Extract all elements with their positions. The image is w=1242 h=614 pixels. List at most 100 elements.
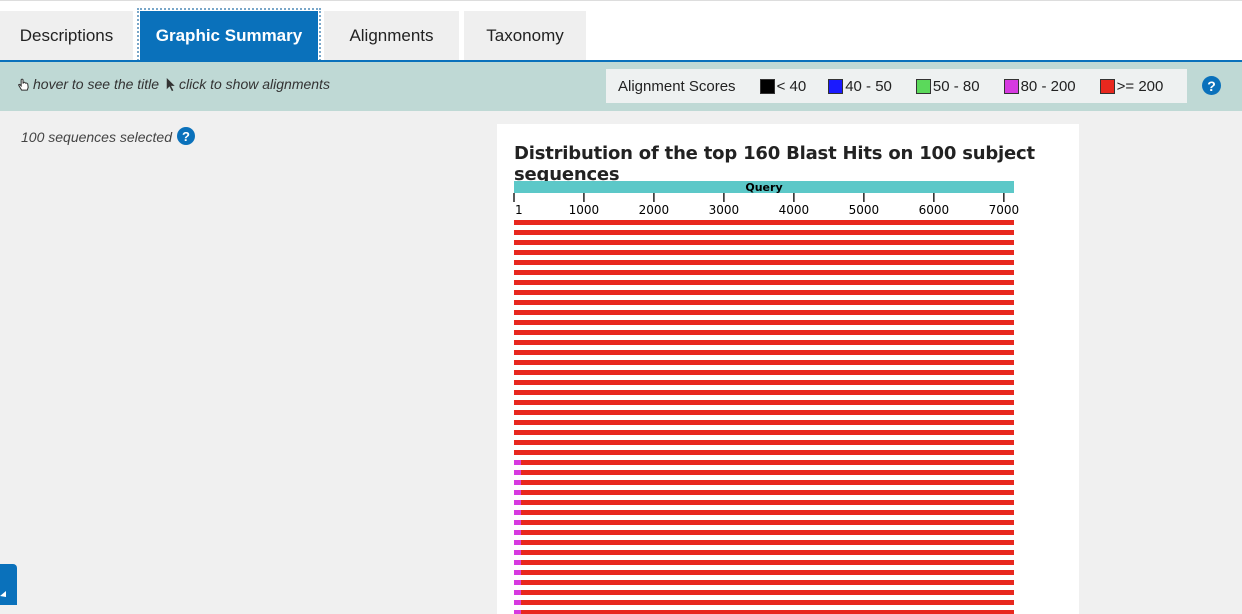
hit-segment[interactable] xyxy=(514,410,1014,415)
query-axis: 1 1000 2000 3000 4000 5000 6000 7000 xyxy=(513,193,1020,217)
hit-segment[interactable] xyxy=(514,330,1014,335)
hit-segment[interactable] xyxy=(514,390,1014,395)
hit-segment[interactable] xyxy=(514,600,521,605)
hit-segment[interactable] xyxy=(514,290,1014,295)
legend-item-label: 80 - 200 xyxy=(1020,77,1076,95)
hit-segment[interactable] xyxy=(520,560,1014,565)
hit-segment[interactable] xyxy=(520,520,1014,525)
hit-segment[interactable] xyxy=(514,280,1014,285)
hit-rows xyxy=(514,220,1014,614)
query-label: Query xyxy=(745,181,782,194)
tab-alignments[interactable]: Alignments xyxy=(324,11,459,61)
sequences-selected-label: 100 sequences selected xyxy=(21,129,172,145)
hit-segment[interactable] xyxy=(514,240,1014,245)
selection-help-icon[interactable]: ? xyxy=(177,127,195,145)
tab-graphic-summary[interactable]: Graphic Summary xyxy=(137,8,321,64)
help-icon[interactable]: ? xyxy=(1202,76,1221,95)
legend-item-label: 50 - 80 xyxy=(932,77,980,95)
hit-segment[interactable] xyxy=(514,400,1014,405)
query-bar xyxy=(514,181,1014,193)
hit-segment[interactable] xyxy=(514,220,1014,225)
hit-segment[interactable] xyxy=(514,230,1014,235)
hit-segment[interactable] xyxy=(514,430,1014,435)
hit-segment[interactable] xyxy=(520,600,1014,605)
axis-tick-label: 6000 xyxy=(919,203,950,217)
hit-segment[interactable] xyxy=(514,470,521,475)
axis-tick-label: 1000 xyxy=(569,203,600,217)
hit-segment[interactable] xyxy=(514,480,521,485)
hit-segment[interactable] xyxy=(514,340,1014,345)
hit-segment[interactable] xyxy=(514,550,521,555)
hit-segment[interactable] xyxy=(514,570,521,575)
legend-item-50-80: 50 - 80 xyxy=(915,77,980,95)
hit-segment[interactable] xyxy=(514,540,521,545)
hit-segment[interactable] xyxy=(514,560,521,565)
result-tabs: Descriptions Graphic Summary Alignments … xyxy=(0,8,591,64)
hit-segment[interactable] xyxy=(514,490,521,495)
hit-segment[interactable] xyxy=(514,500,521,505)
hit-segment[interactable] xyxy=(520,460,1014,465)
hit-segment[interactable] xyxy=(514,530,521,535)
hit-segment[interactable] xyxy=(520,610,1014,614)
click-hint: click to show alignments xyxy=(164,76,330,92)
legend-item-label: 40 - 50 xyxy=(845,77,892,95)
hit-segment[interactable] xyxy=(520,470,1014,475)
hit-segment[interactable] xyxy=(514,370,1014,375)
hit-segment[interactable] xyxy=(514,440,1014,445)
hit-segment[interactable] xyxy=(514,360,1014,365)
hit-segment[interactable] xyxy=(514,350,1014,355)
hit-segment[interactable] xyxy=(514,310,1014,315)
legend-item-gte200: >= 200 xyxy=(1099,77,1164,95)
hit-segment[interactable] xyxy=(514,270,1014,275)
tab-taxonomy[interactable]: Taxonomy xyxy=(464,11,586,61)
axis-tick-label: 5000 xyxy=(849,203,880,217)
hit-segment[interactable] xyxy=(514,450,1014,455)
hit-segment[interactable] xyxy=(514,520,521,525)
click-hint-text: click to show alignments xyxy=(179,76,330,92)
hit-segment[interactable] xyxy=(520,540,1014,545)
hit-segment[interactable] xyxy=(520,530,1014,535)
hit-segment[interactable] xyxy=(514,260,1014,265)
graphic-summary-panel: Distribution of the top 160 Blast Hits o… xyxy=(497,124,1079,614)
chart-title: Distribution of the top 160 Blast Hits o… xyxy=(514,143,1035,185)
hit-segment[interactable] xyxy=(520,490,1014,495)
hit-segment[interactable] xyxy=(520,550,1014,555)
legend-swatch xyxy=(759,78,775,94)
top-bar: Descriptions Graphic Summary Alignments … xyxy=(0,0,1242,64)
legend-item-lt40: < 40 xyxy=(759,78,806,95)
legend-item-label: >= 200 xyxy=(1116,77,1164,95)
hit-segment[interactable] xyxy=(520,570,1014,575)
hit-segment[interactable] xyxy=(514,320,1014,325)
hit-segment[interactable] xyxy=(514,460,521,465)
tab-underline xyxy=(0,60,1242,63)
hand-pointer-icon xyxy=(18,78,29,91)
hit-segment[interactable] xyxy=(514,610,521,614)
legend-swatch xyxy=(915,78,931,94)
hit-segment[interactable] xyxy=(514,380,1014,385)
axis-tick-label: 4000 xyxy=(779,203,810,217)
hit-segment[interactable] xyxy=(520,480,1014,485)
hit-segment[interactable] xyxy=(514,510,521,515)
graphic-toolbar: hover to see the title click to show ali… xyxy=(0,62,1242,111)
hit-segment[interactable] xyxy=(520,590,1014,595)
hit-segment[interactable] xyxy=(514,590,521,595)
hit-segment[interactable] xyxy=(514,250,1014,255)
hit-segment[interactable] xyxy=(514,300,1014,305)
back-to-top-button[interactable] xyxy=(0,564,17,605)
legend-swatch xyxy=(1003,78,1019,94)
hit-segment[interactable] xyxy=(520,580,1014,585)
hit-segment[interactable] xyxy=(520,510,1014,515)
hit-segment[interactable] xyxy=(514,420,1014,425)
legend-item-40-50: 40 - 50 xyxy=(828,78,892,95)
hover-hint-text: hover to see the title xyxy=(33,76,160,92)
alignment-scores-legend: Alignment Scores < 40 40 - 50 50 - 80 80… xyxy=(606,69,1187,103)
axis-tick-label: 2000 xyxy=(639,203,670,217)
tab-descriptions[interactable]: Descriptions xyxy=(0,11,133,61)
hits-chart: Query 1 1000 2000 3000 4000 5000 6000 7000 xyxy=(513,181,1020,614)
axis-tick-label: 7000 xyxy=(989,203,1020,217)
legend-swatch xyxy=(828,78,844,94)
arrow-up-icon xyxy=(0,591,6,597)
hit-segment[interactable] xyxy=(514,580,521,585)
legend-item-80-200: 80 - 200 xyxy=(1003,77,1076,95)
hit-segment[interactable] xyxy=(520,500,1014,505)
